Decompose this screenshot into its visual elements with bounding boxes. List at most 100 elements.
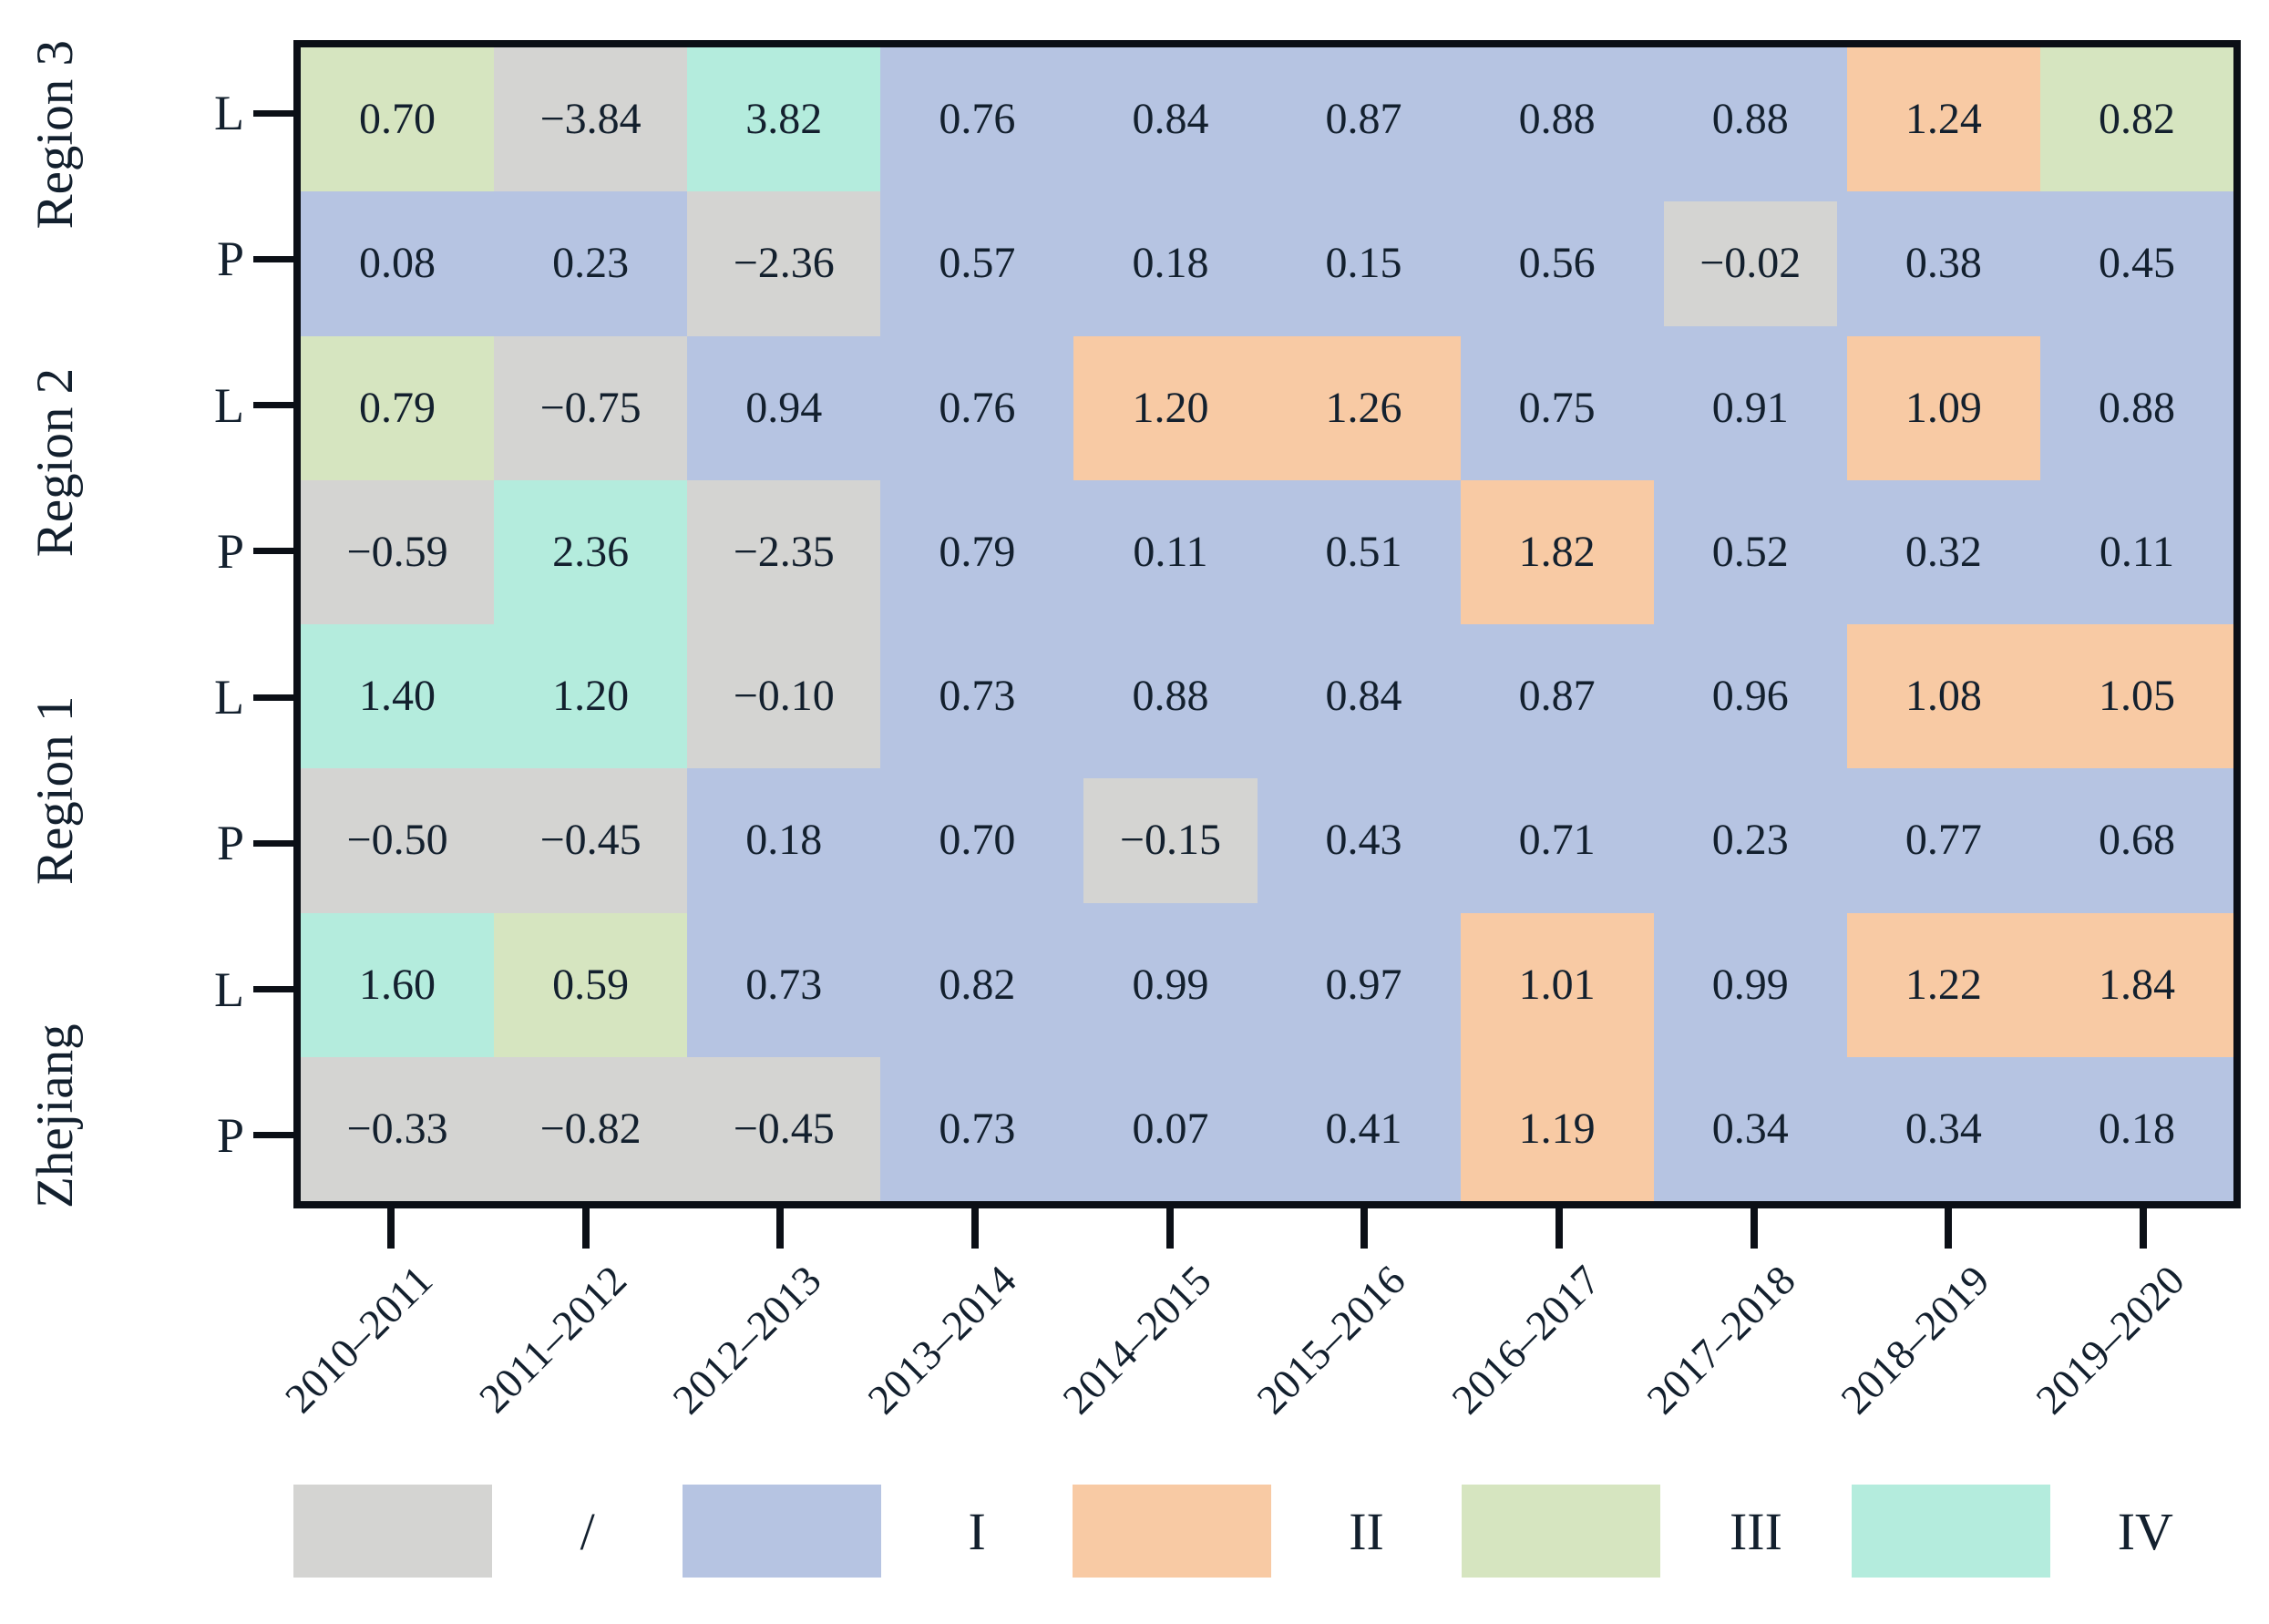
y-axis-group-label: Region 2 [26, 367, 84, 558]
legend-swatch [1072, 1485, 1271, 1578]
heatmap-cell-value: 0.68 [2098, 816, 2175, 865]
heatmap-cell: 1.08 [1846, 624, 2040, 769]
row-tick [253, 694, 293, 701]
heatmap-cell-value: 1.09 [1905, 383, 1982, 432]
legend-swatch [1462, 1485, 1661, 1578]
heatmap-cell-value: 0.07 [1132, 1104, 1209, 1153]
heatmap-cell: 0.34 [1846, 1056, 2040, 1201]
heatmap-cell-value: 0.88 [1518, 95, 1596, 144]
heatmap-cell: 1.82 [1460, 479, 1654, 624]
y-axis-group-label: Region 3 [26, 40, 84, 230]
heatmap-cell-value: 0.88 [1711, 95, 1789, 144]
heatmap-cell: 0.84 [1073, 47, 1268, 192]
heatmap-cell: 1.22 [1846, 912, 2040, 1057]
heatmap-cell-value: 0.38 [1905, 239, 1982, 288]
legend-entry: I [683, 1484, 1072, 1578]
x-tick-label: 2014–2015 [1052, 1256, 1220, 1424]
heatmap-cell: 1.01 [1460, 912, 1654, 1057]
heatmap-cell: −0.75 [494, 335, 688, 480]
heatmap-cell: 0.08 [301, 191, 495, 336]
heatmap-cell: 1.26 [1267, 335, 1461, 480]
heatmap-cell-value: 0.73 [939, 672, 1016, 721]
heatmap-cell: 1.05 [2039, 624, 2233, 769]
row-tick [253, 255, 293, 262]
heatmap-cell-value: 0.73 [939, 1104, 1016, 1153]
heatmap-cell-value: 3.82 [745, 95, 823, 144]
heatmap-cell-value: 1.08 [1905, 672, 1982, 721]
heatmap-cell: 0.45 [2039, 191, 2233, 336]
heatmap-cell: 1.20 [494, 624, 688, 769]
heatmap-cell: 0.38 [1846, 191, 2040, 336]
heatmap-cell: 0.34 [1653, 1056, 1847, 1201]
heatmap-cell: −0.82 [494, 1056, 688, 1201]
col-tick [581, 1208, 590, 1249]
row-label: P [216, 816, 244, 871]
heatmap-cell-value: 0.87 [1325, 95, 1402, 144]
x-tick-label: 2010–2011 [275, 1256, 441, 1422]
heatmap-cell: −0.45 [494, 768, 688, 913]
row-tick [253, 839, 293, 847]
x-tick-label: 2019–2020 [2027, 1256, 2193, 1424]
col-tick [1555, 1208, 1564, 1249]
row-labels: L P L P L P L P [109, 40, 244, 1208]
heatmap-cell-value: 0.18 [1132, 239, 1209, 288]
legend-label: II [1349, 1501, 1384, 1561]
heatmap-cell-value: 0.11 [1133, 527, 1208, 576]
row-label: P [216, 231, 244, 287]
heatmap-cell-value: 0.18 [745, 816, 823, 865]
heatmap-cell-value: −0.59 [346, 527, 448, 576]
heatmap-cell: 0.88 [1073, 624, 1268, 769]
heatmap-cell: 0.94 [687, 335, 881, 480]
row-label: L [214, 670, 244, 725]
heatmap-cell-value: 0.75 [1518, 383, 1596, 432]
heatmap-cell-value: 0.15 [1325, 239, 1402, 288]
heatmap-cell: 0.73 [880, 1056, 1074, 1201]
col-tick [2140, 1208, 2148, 1249]
legend-entry: IV [1851, 1484, 2241, 1578]
heatmap-cell: 0.88 [1653, 47, 1847, 192]
heatmap-cell: 0.87 [1267, 47, 1461, 192]
heatmap-cell-value: 1.20 [552, 672, 630, 721]
x-tick-label: 2012–2013 [663, 1256, 831, 1424]
heatmap-cell-value: 0.84 [1132, 95, 1209, 144]
heatmap-cell-value: 1.01 [1518, 960, 1596, 1009]
heatmap-cell: 1.40 [301, 624, 495, 769]
x-tick-label: 2011–2012 [470, 1256, 636, 1422]
heatmap-cell-value: 1.24 [1905, 95, 1982, 144]
heatmap-cell: 1.84 [2039, 912, 2233, 1057]
heatmap-cell-value: 0.96 [1711, 672, 1789, 721]
heatmap-cell: 0.76 [880, 335, 1074, 480]
heatmap-cell-value: 1.82 [1518, 527, 1596, 576]
heatmap-cell: −0.59 [301, 479, 495, 624]
heatmap-cell: 1.24 [1846, 47, 2040, 192]
heatmap-cell: 0.87 [1460, 624, 1654, 769]
heatmap-cell: −0.45 [687, 1056, 881, 1201]
heatmap-cell-value: 0.32 [1905, 527, 1982, 576]
heatmap-cell: 0.73 [880, 624, 1074, 769]
heatmap-cell: 0.82 [2039, 47, 2233, 192]
heatmap-cell-value: 0.94 [745, 383, 823, 432]
heatmap-cell-value: 0.91 [1711, 383, 1789, 432]
y-axis-group-label: Region 1 [26, 695, 84, 886]
heatmap-cell: 0.23 [494, 191, 688, 336]
x-tick-label: 2016–2017 [1443, 1256, 1609, 1424]
heatmap-cell-value: 0.34 [1905, 1104, 1982, 1153]
heatmap-cell: −2.35 [687, 479, 881, 624]
heatmap-cell: 0.88 [1460, 47, 1654, 192]
heatmap-cell: 0.82 [880, 912, 1074, 1057]
heatmap-cell-value: 0.99 [1132, 960, 1209, 1009]
heatmap-cell-value: 0.43 [1325, 816, 1402, 865]
heatmap-cell-value: 1.19 [1518, 1104, 1596, 1153]
heatmap-cell: 0.99 [1073, 912, 1268, 1057]
heatmap-cell-value: −0.45 [539, 816, 642, 865]
row-tick [253, 109, 293, 117]
heatmap-cell-value: 0.77 [1905, 816, 1982, 865]
heatmap-cell-value: 0.97 [1325, 960, 1402, 1009]
heatmap-cell-value: −0.75 [539, 383, 642, 432]
heatmap-cell-value: −2.35 [733, 527, 835, 576]
heatmap-cell-value: −0.33 [346, 1104, 448, 1153]
heatmap-cell: 0.96 [1653, 624, 1847, 769]
heatmap-cell: 0.70 [880, 768, 1074, 913]
row-label: L [214, 961, 244, 1017]
